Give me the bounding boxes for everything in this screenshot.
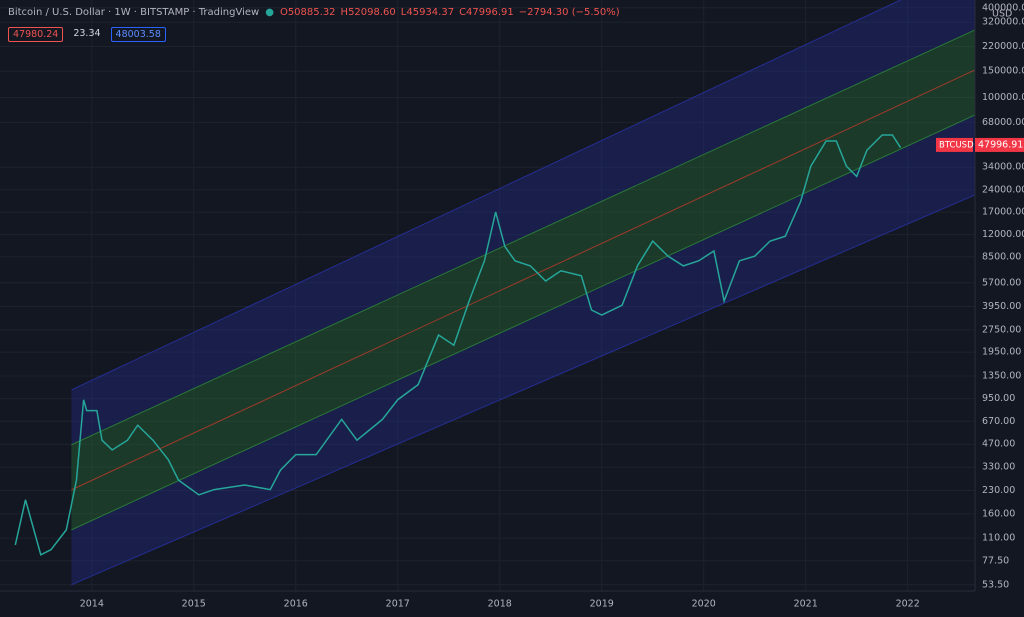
x-tick-label: 2018 <box>488 599 512 610</box>
channel-line <box>71 114 976 531</box>
x-tick-label: 2015 <box>182 599 206 610</box>
y-tick-label: 320000.00 <box>982 17 1024 28</box>
y-tick-label: 68000.00 <box>982 117 1024 128</box>
x-tick-label: 2014 <box>80 599 104 610</box>
open: O50885.32 <box>279 7 336 18</box>
y-tick-label: 670.00 <box>982 416 1015 427</box>
x-tick-label: 2017 <box>386 599 410 610</box>
y-tick-label: 230.00 <box>982 485 1015 496</box>
change: −2794.30 (−5.50%) <box>518 7 620 18</box>
ohlc: O50885.32 H52098.60 L45934.37 C47996.91 −279… <box>280 7 625 18</box>
y-tick-label: 5700.00 <box>982 277 1021 288</box>
y-tick-label: 3950.00 <box>982 301 1021 312</box>
symbol-title: Bitcoin / U.S. Dollar · 1W · BITSTAMP · … <box>8 7 260 18</box>
y-tick-label: 470.00 <box>982 439 1015 450</box>
y-tick-label: 110.00 <box>982 533 1015 544</box>
y-tick-label: 24000.00 <box>982 184 1024 195</box>
y-tick-label: 2750.00 <box>982 324 1021 335</box>
x-tick-label: 2021 <box>794 599 818 610</box>
header: Bitcoin / U.S. Dollar · 1W · BITSTAMP · … <box>8 7 625 18</box>
symbol-label: BTCUSD <box>939 140 974 150</box>
y-tick-label: 100000.00 <box>982 92 1024 103</box>
status-dot: ● <box>265 7 274 18</box>
y-tick-label: 17000.00 <box>982 207 1024 218</box>
ask: 48003.58 <box>110 27 166 42</box>
spread: 23.34 <box>73 28 101 39</box>
x-tick-label: 2019 <box>590 599 614 610</box>
price-line <box>14 134 902 556</box>
y-tick-label: 950.00 <box>982 393 1015 404</box>
low: L45934.37 <box>400 7 455 18</box>
y-tick-label: 400000.00 <box>982 2 1024 13</box>
channel-line <box>71 194 976 586</box>
y-tick-label: 220000.00 <box>982 41 1024 52</box>
y-tick-label: 34000.00 <box>982 162 1024 173</box>
y-tick-label: 8500.00 <box>982 251 1021 262</box>
x-tick-label: 2020 <box>692 599 716 610</box>
last-price: 47996.91 <box>978 139 1023 150</box>
y-tick-label: 12000.00 <box>982 229 1024 240</box>
y-tick-label: 330.00 <box>982 462 1015 473</box>
channel-band <box>71 0 975 445</box>
channel-band <box>71 114 975 585</box>
y-tick-label: 150000.00 <box>982 66 1024 77</box>
price-axis <box>975 0 1024 617</box>
channel-line <box>71 0 902 391</box>
bid: 47980.24 <box>8 27 64 42</box>
currency: USD <box>992 9 1012 20</box>
last-price-box <box>975 137 1024 152</box>
y-tick-label: 53.50 <box>982 579 1009 590</box>
indicator-values: 47980.24 23.34 48003.58 <box>8 27 166 42</box>
symbol-box <box>936 137 973 152</box>
y-tick-label: 160.00 <box>982 508 1015 519</box>
high: H52098.60 <box>340 7 396 18</box>
y-tick-label: 1350.00 <box>982 370 1021 381</box>
x-tick-label: 2022 <box>896 599 920 610</box>
x-tick-label: 2016 <box>284 599 308 610</box>
y-tick-label: 77.50 <box>982 555 1009 566</box>
channel-line <box>71 29 976 446</box>
close: C47996.91 <box>459 7 514 18</box>
y-tick-label: 1950.00 <box>982 347 1021 358</box>
channel-line <box>71 69 976 491</box>
